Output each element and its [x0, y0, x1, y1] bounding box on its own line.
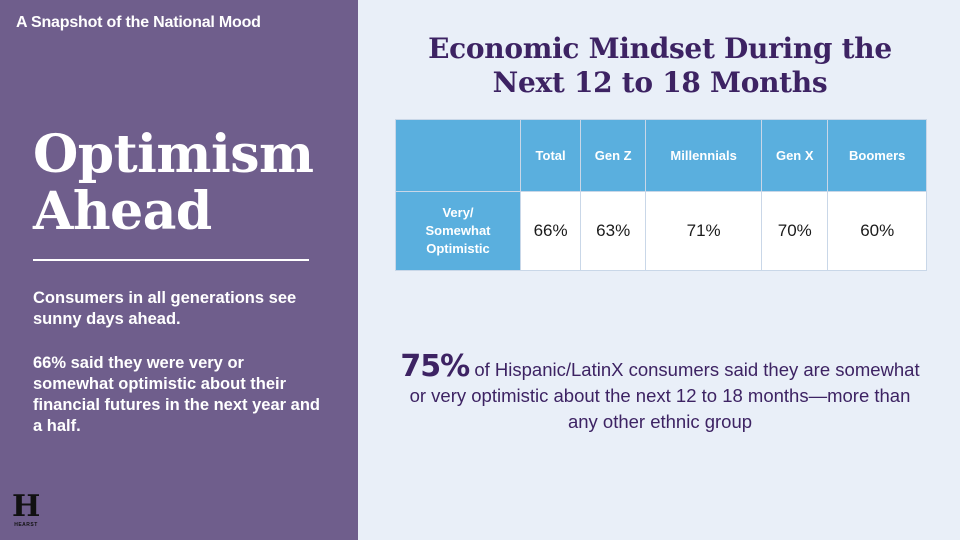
table-cell-gen-z: 63%: [580, 191, 647, 271]
table-header-millennials: Millennials: [645, 119, 763, 192]
left-panel: A Snapshot of the National Mood Optimism…: [0, 0, 358, 540]
table-cell-millennials: 71%: [645, 191, 763, 271]
optimism-table: Total Gen Z Millennials Gen X Boomers Ve…: [395, 119, 927, 271]
logo-word: HEARST: [14, 522, 38, 528]
headline-line-2: Ahead: [33, 181, 212, 242]
body-paragraph-1: Consumers in all generations see sunny d…: [33, 289, 297, 328]
table-row-label: Very/ Somewhat Optimistic: [395, 191, 521, 271]
chart-title-line-1: Economic Mindset During the: [428, 32, 892, 65]
section-title: A Snapshot of the National Mood: [16, 14, 261, 31]
hispanic-callout: 75% of Hispanic/LatinX consumers said th…: [398, 352, 922, 435]
chart-title: Economic Mindset During the Next 12 to 1…: [400, 32, 920, 100]
table-cell-gen-x: 70%: [761, 191, 829, 271]
table-header-corner: [395, 119, 521, 192]
hearst-logo: H HEARST: [12, 492, 40, 530]
callout-percent: 75%: [400, 349, 470, 384]
headline-line-1: Optimism: [33, 124, 314, 185]
headline: Optimism Ahead: [33, 126, 314, 240]
table-header-gen-x: Gen X: [761, 119, 829, 192]
table-header-row: Total Gen Z Millennials Gen X Boomers: [395, 119, 927, 192]
table-header-total: Total: [519, 119, 582, 192]
callout-text: of Hispanic/LatinX consumers said they a…: [409, 359, 920, 432]
chart-title-line-2: Next 12 to 18 Months: [492, 66, 828, 99]
table-header-gen-z: Gen Z: [580, 119, 647, 192]
divider: [33, 259, 309, 261]
body-paragraph-2: 66% said they were very or somewhat opti…: [33, 354, 320, 435]
table-cell-total: 66%: [519, 191, 582, 271]
table-row: Very/ Somewhat Optimistic 66% 63% 71% 70…: [395, 191, 927, 271]
table-header-boomers: Boomers: [827, 119, 927, 192]
logo-letter: H: [12, 489, 41, 524]
table-cell-boomers: 60%: [827, 191, 927, 271]
